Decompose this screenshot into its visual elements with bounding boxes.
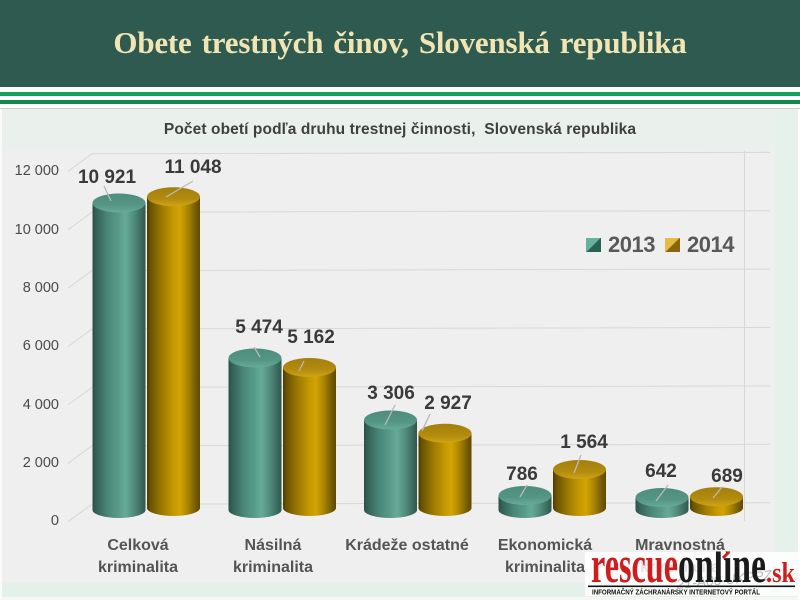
svg-text:rescue: rescue xyxy=(591,537,678,594)
svg-text:.sk: .sk xyxy=(766,558,795,589)
svg-text:online: online xyxy=(678,537,766,594)
svg-text:INFORMAČNÝ ZÁCHRANÁRSKY INTERN: INFORMAČNÝ ZÁCHRANÁRSKY INTERNETOVÝ PORT… xyxy=(592,588,760,597)
